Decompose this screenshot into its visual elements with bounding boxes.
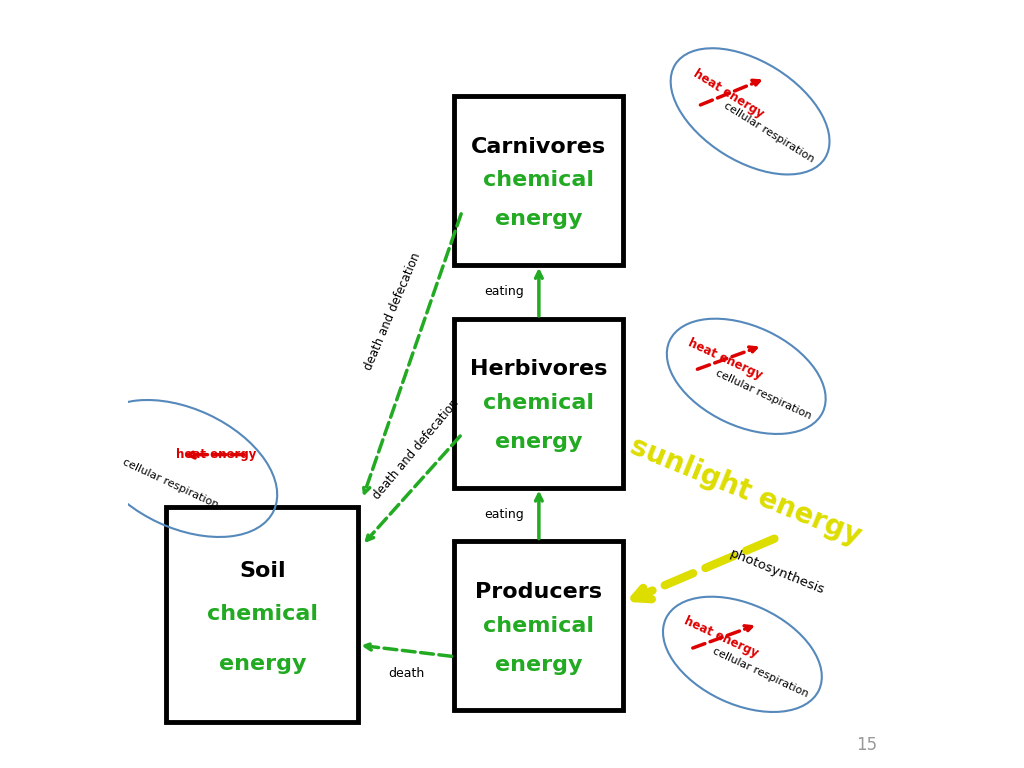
Text: eating: eating [484, 286, 524, 298]
Text: energy: energy [496, 432, 583, 452]
Text: photosynthesis: photosynthesis [728, 547, 826, 598]
Text: chemical: chemical [483, 616, 594, 636]
Text: Carnivores: Carnivores [471, 137, 606, 157]
Text: chemical: chemical [483, 170, 594, 190]
Text: heat energy: heat energy [682, 614, 760, 660]
Text: death and defecation: death and defecation [362, 250, 424, 372]
Text: energy: energy [219, 654, 306, 674]
Bar [455, 319, 624, 488]
Text: heat energy: heat energy [686, 336, 765, 382]
Text: cellular respiration: cellular respiration [121, 457, 220, 511]
Bar [166, 507, 358, 722]
Text: cellular respiration: cellular respiration [722, 100, 816, 164]
Bar [455, 541, 624, 710]
Text: chemical: chemical [207, 604, 317, 624]
Text: Herbivores: Herbivores [470, 359, 607, 379]
Text: Producers: Producers [475, 582, 602, 602]
Text: cellular respiration: cellular respiration [715, 368, 813, 422]
Text: 15: 15 [856, 737, 877, 754]
Text: chemical: chemical [483, 393, 594, 413]
Text: cellular respiration: cellular respiration [712, 646, 810, 700]
Text: eating: eating [484, 508, 524, 521]
Text: sunlight energy: sunlight energy [627, 432, 866, 551]
Text: heat energy: heat energy [691, 67, 766, 121]
Text: energy: energy [496, 655, 583, 675]
Text: death and defecation: death and defecation [371, 396, 462, 502]
Text: death: death [388, 667, 425, 680]
Text: energy: energy [496, 210, 583, 230]
Bar [455, 96, 624, 265]
Text: heat energy: heat energy [176, 449, 256, 461]
Text: Soil: Soil [239, 561, 286, 581]
